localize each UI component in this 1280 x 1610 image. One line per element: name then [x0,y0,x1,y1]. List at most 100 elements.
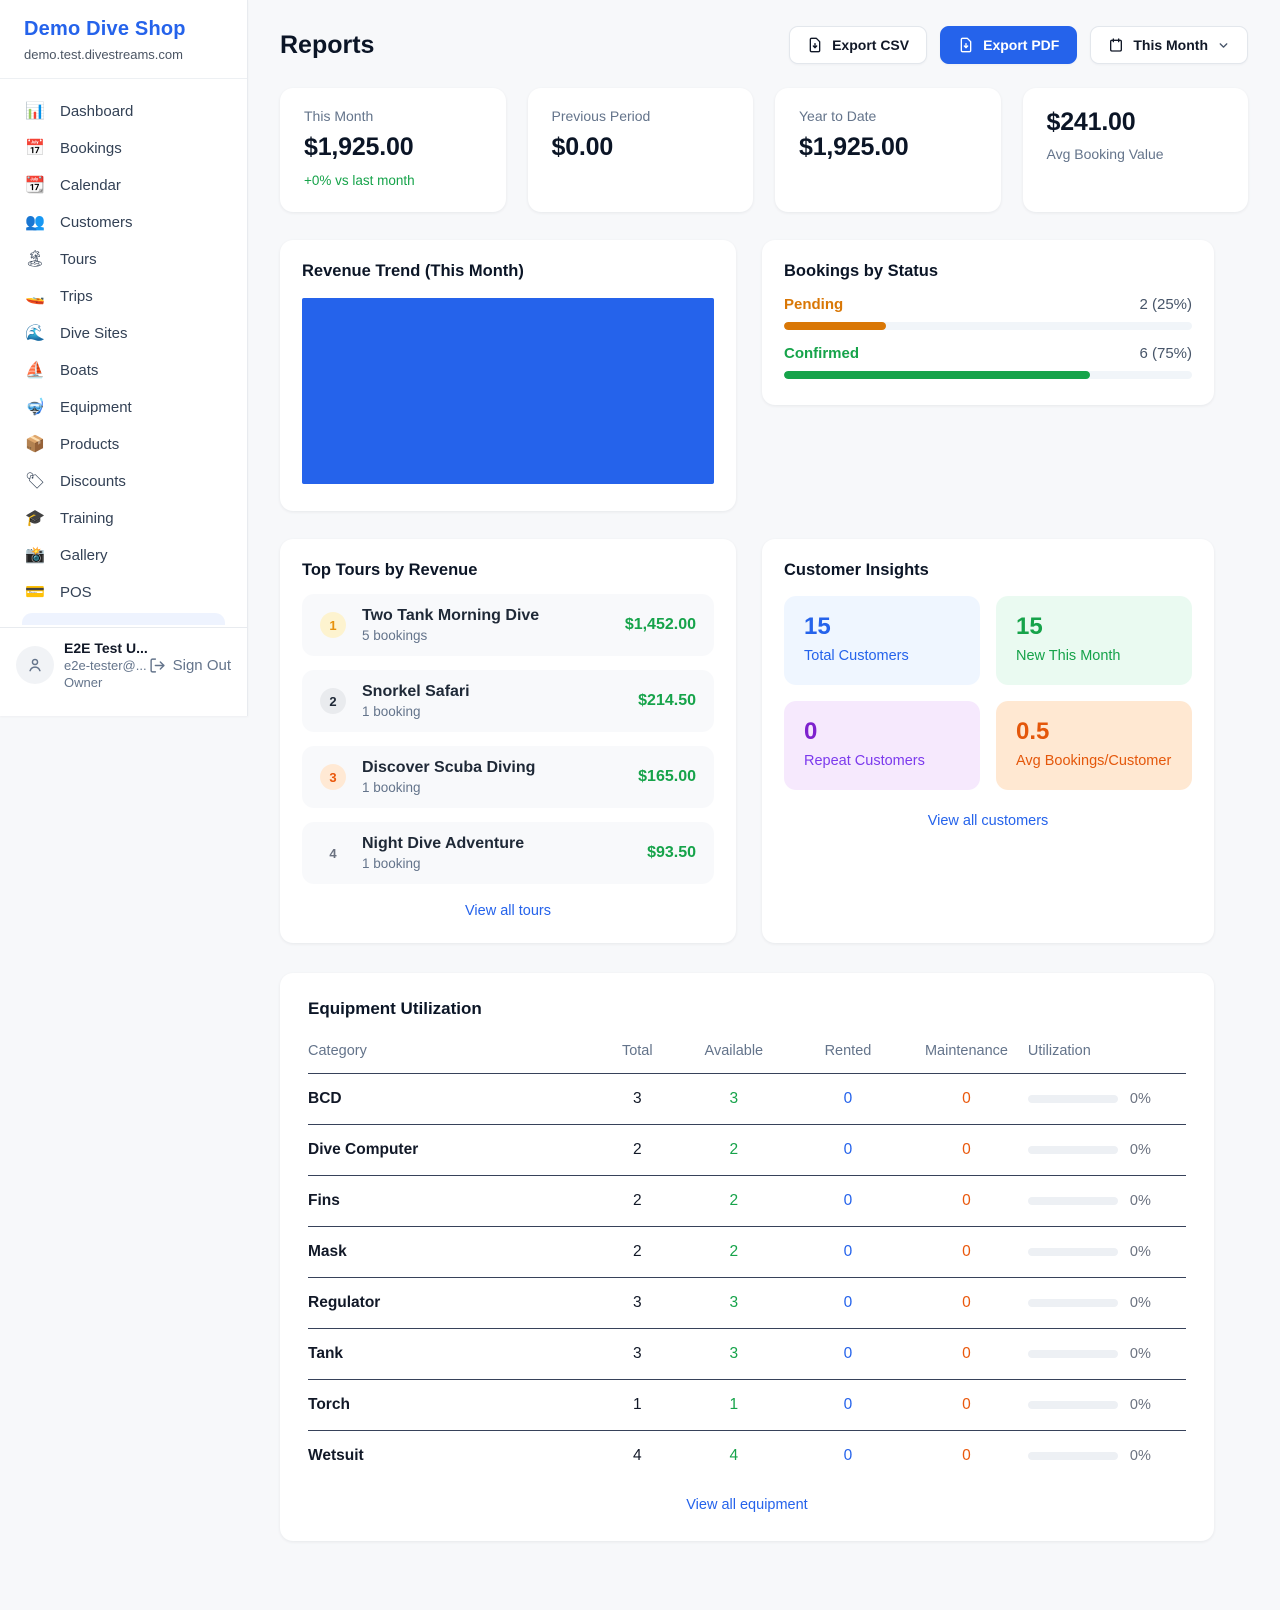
sidebar-item-dashboard[interactable]: 📊 Dashboard [12,93,235,130]
tour-row[interactable]: 4 Night Dive Adventure 1 booking $93.50 [302,822,714,884]
camera-icon: 📸 [25,546,45,564]
equipment-total: 2 [597,1226,677,1278]
equipment-available: 3 [676,1277,791,1329]
stat-value: $0.00 [551,133,614,161]
equipment-total: 2 [597,1175,677,1227]
equipment-available: 3 [676,1328,791,1380]
chevron-down-icon [1219,42,1228,48]
brand: Demo Dive Shop demo.test.divestreams.com [0,0,247,79]
progress-track [784,371,1192,379]
sidebar-user-panel: E2E Test U... e2e-tester@... Owner Sign … [0,627,247,716]
equipment-rented: 0 [790,1073,906,1125]
calendar-icon [1110,38,1123,52]
column-header-available: Available [676,1039,791,1074]
equipment-category: Mask [308,1226,598,1278]
user-name: E2E Test U... [64,640,148,656]
stat-delta: +0% vs last month [304,173,415,188]
equipment-table: Category Total Available Rented Maintena… [308,1039,1186,1481]
utilization-percent: 0% [1129,1397,1151,1413]
tour-name: Night Dive Adventure [362,835,525,852]
stat-card-avg-booking-value: $241.00 Avg Booking Value [1022,88,1248,212]
status-label: Confirmed [784,345,859,362]
utilization-percent: 0% [1129,1448,1151,1464]
status-row-confirmed: Confirmed 6 (75%) [784,345,1192,379]
insight-label: Avg Bookings/Customer [1016,753,1172,769]
calendar-icon: 📆 [25,176,45,194]
equipment-rented: 0 [790,1124,906,1176]
view-all-customers-link[interactable]: View all customers [927,813,1049,829]
sidebar-item-trips[interactable]: 🚤 Trips [12,278,235,315]
sidebar-item-calendar[interactable]: 📆 Calendar [12,167,235,204]
customer-insights-title: Customer Insights [784,561,929,579]
equipment-rented: 0 [790,1226,906,1278]
equipment-utilization-card: Equipment Utilization Category Total Ava… [280,973,1214,1541]
sidebar-item-bookings[interactable]: 📅 Bookings [12,130,235,167]
sidebar-item-equipment[interactable]: 🤿 Equipment [12,389,235,426]
user-email: e2e-tester@... [64,658,147,673]
sign-out-button[interactable]: Sign Out [149,657,231,674]
sidebar-item-label: Dashboard [60,103,134,120]
equipment-maintenance: 0 [962,1447,971,1464]
equipment-rented: 0 [790,1175,906,1227]
bookings-calendar-icon: 📅 [25,139,45,157]
sidebar-item-boats[interactable]: ⛵ Boats [12,352,235,389]
tour-row[interactable]: 1 Two Tank Morning Dive 5 bookings $1,45… [302,594,714,656]
stat-card-previous-period: Previous Period $0.00 [527,88,753,212]
insight-label: New This Month [1016,648,1121,664]
sidebar-item-reports-active-partial[interactable] [22,613,225,625]
insight-label: Total Customers [804,648,909,664]
sidebar-item-label: Calendar [60,177,121,194]
tour-bookings: 5 bookings [362,628,428,643]
equipment-category: Tank [308,1328,598,1380]
sidebar-item-pos[interactable]: 💳 POS [12,574,235,611]
status-value: 2 (25%) [1139,296,1192,313]
export-csv-button[interactable]: Export CSV [789,26,928,64]
insight-label: Repeat Customers [804,753,925,769]
rank-badge: 4 [329,845,337,861]
insight-value: 0.5 [1016,718,1050,745]
sidebar-item-customers[interactable]: 👥 Customers [12,204,235,241]
period-dropdown[interactable]: This Month [1090,26,1248,64]
insight-tile-new-this-month: 15 New This Month [996,596,1192,685]
view-all-tours-link[interactable]: View all tours [465,903,551,919]
equipment-category: Torch [308,1379,598,1431]
package-icon: 📦 [25,435,45,453]
export-pdf-button[interactable]: Export PDF [940,26,1078,64]
sign-out-icon [150,657,165,673]
sidebar-item-gallery[interactable]: 📸 Gallery [12,537,235,574]
customers-icon: 👥 [25,213,45,231]
utilization-percent: 0% [1129,1091,1151,1107]
progress-fill [784,322,886,330]
sidebar-item-label: POS [60,584,92,601]
utilization-percent: 0% [1129,1244,1151,1260]
stat-label: This Month [304,108,374,124]
table-row: Torch 1 1 0 0 0% [308,1379,1186,1431]
sidebar-item-training[interactable]: 🎓 Training [12,500,235,537]
sidebar-item-label: Products [60,436,120,453]
equipment-maintenance: 0 [905,1379,1028,1431]
table-row: Fins 2 2 0 0 0% [308,1175,1186,1227]
revenue-trend-card: Revenue Trend (This Month) [280,240,736,511]
island-icon: 🏝 [24,250,46,268]
utilization-bar [1027,1350,1118,1358]
tour-row[interactable]: 2 Snorkel Safari 1 booking $214.50 [302,670,714,732]
insight-tile-total-customers: 15 Total Customers [784,596,980,685]
stat-cards: This Month $1,925.00 +0% vs last month P… [280,88,1248,212]
equipment-total: 3 [597,1073,677,1125]
equipment-rented: 0 [790,1379,906,1431]
sidebar-nav: 📊 Dashboard 📅 Bookings 📆 Calendar 👥 Customer… [0,79,247,627]
sidebar-item-discounts[interactable]: 🏷 Discounts [12,463,235,500]
sidebar-item-dive-sites[interactable]: 🌊 Dive Sites [12,315,235,352]
tour-name: Discover Scuba Diving [362,759,536,776]
sidebar-item-label: Trips [60,288,93,305]
sidebar-item-products[interactable]: 📦 Products [12,426,235,463]
equipment-maintenance: 0 [905,1175,1028,1227]
speedboat-icon: 🚤 [25,287,45,305]
sidebar-item-tours[interactable]: 🏝 Tours [12,241,235,278]
equipment-total: 1 [597,1379,677,1431]
tag-icon: 🏷 [24,472,46,490]
equipment-category: Dive Computer [308,1124,598,1176]
view-all-equipment-link[interactable]: View all equipment [686,1497,808,1513]
tour-row[interactable]: 3 Discover Scuba Diving 1 booking $165.0… [302,746,714,808]
sign-out-label: Sign Out [172,656,231,674]
